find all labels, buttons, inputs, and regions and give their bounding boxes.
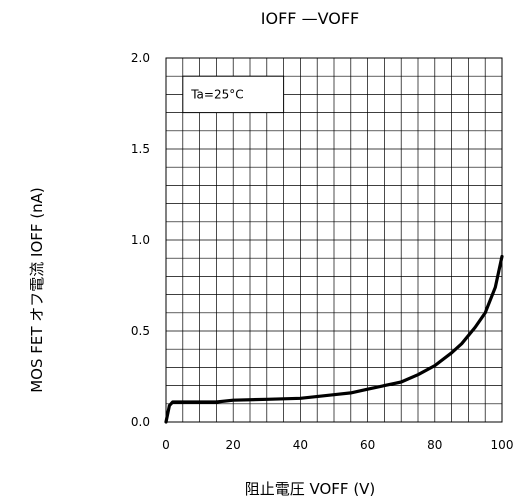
series-line <box>164 254 504 424</box>
x-tick-label: 40 <box>293 438 308 452</box>
x-tick-label: 0 <box>162 438 170 452</box>
x-tick-label: 20 <box>226 438 241 452</box>
grid <box>166 58 502 422</box>
y-tick-label: 0.5 <box>131 324 150 338</box>
x-axis-label: 阻止電圧 VOFF (V) <box>245 480 376 498</box>
y-axis-label: MOS FET オフ電流 IOFF (nA) <box>28 187 46 393</box>
x-tick-label: 60 <box>360 438 375 452</box>
x-tick-label: 80 <box>427 438 442 452</box>
annotation-frame <box>182 75 285 114</box>
y-tick-label: 1.5 <box>131 142 150 156</box>
y-tick-label: 2.0 <box>131 51 150 65</box>
series <box>164 254 504 424</box>
x-tick-label: 100 <box>491 438 514 452</box>
annotation-box: Ta=25°C <box>182 75 285 114</box>
plot-frame <box>165 57 503 423</box>
tick-labels: 0 20 40 60 80 100 0.0 0.5 1.0 1.5 2.0 <box>131 51 514 452</box>
chart-title: IOFF —VOFF <box>261 9 359 28</box>
y-tick-label: 1.0 <box>131 233 150 247</box>
annotation-text: Ta=25°C <box>190 87 243 101</box>
y-tick-label: 0.0 <box>131 415 150 429</box>
